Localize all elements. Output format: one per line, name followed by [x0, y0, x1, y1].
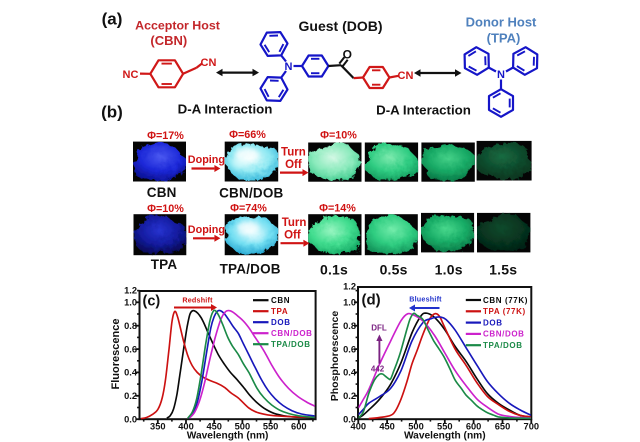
svg-text:(TPA): (TPA) — [487, 31, 521, 46]
svg-text:1.2: 1.2 — [343, 282, 356, 292]
svg-text:350: 350 — [150, 421, 166, 431]
svg-text:0.8: 0.8 — [343, 321, 356, 331]
svg-text:0.2: 0.2 — [124, 391, 137, 401]
svg-text:Blueshift: Blueshift — [409, 295, 442, 304]
svg-text:Guest (DOB): Guest (DOB) — [299, 18, 383, 34]
svg-text:(d): (d) — [362, 292, 381, 309]
svg-text:0.0: 0.0 — [343, 415, 356, 425]
svg-text:Off: Off — [285, 159, 302, 171]
svg-text:Phosphorescence: Phosphorescence — [329, 311, 341, 402]
svg-text:Acceptor Host: Acceptor Host — [135, 19, 220, 33]
svg-text:1.0: 1.0 — [343, 298, 356, 308]
svg-text:550: 550 — [437, 421, 453, 431]
svg-text:TPA (77K): TPA (77K) — [483, 307, 526, 316]
svg-text:(c): (c) — [143, 294, 161, 310]
svg-text:450: 450 — [206, 421, 222, 431]
svg-text:450: 450 — [379, 421, 395, 431]
svg-text:Wavelength (nm): Wavelength (nm) — [404, 431, 486, 442]
svg-text:Turn: Turn — [281, 146, 306, 158]
svg-text:(b): (b) — [101, 103, 123, 122]
svg-text:CBN/DOB: CBN/DOB — [219, 186, 283, 201]
svg-text:Φ=14%: Φ=14% — [319, 203, 356, 215]
svg-text:0.6: 0.6 — [124, 344, 137, 354]
svg-text:650: 650 — [495, 421, 511, 431]
svg-text:Redshift: Redshift — [182, 296, 213, 305]
svg-text:D-A Interaction: D-A Interaction — [376, 103, 471, 118]
svg-text:TPA/DOB: TPA/DOB — [220, 262, 281, 277]
svg-text:0.6: 0.6 — [343, 344, 356, 354]
svg-text:CBN: CBN — [147, 185, 177, 200]
svg-text:TPA/DOB: TPA/DOB — [483, 341, 523, 350]
svg-text:0.1s: 0.1s — [320, 261, 348, 277]
svg-text:Turn: Turn — [282, 217, 307, 229]
svg-text:CBN (77K): CBN (77K) — [483, 296, 528, 305]
svg-text:Fluorescence: Fluorescence — [110, 319, 122, 390]
svg-text:0.4: 0.4 — [124, 368, 138, 378]
svg-text:1.5s: 1.5s — [489, 261, 517, 277]
svg-text:CBN: CBN — [271, 296, 290, 305]
svg-text:N: N — [497, 69, 505, 81]
svg-text:Off: Off — [284, 230, 301, 242]
svg-text:0.0: 0.0 — [124, 415, 137, 425]
svg-text:1.2: 1.2 — [124, 286, 137, 296]
svg-text:500: 500 — [235, 421, 251, 431]
svg-text:D-A Interaction: D-A Interaction — [178, 102, 273, 117]
svg-text:Doping: Doping — [188, 154, 225, 166]
svg-text:0.2: 0.2 — [343, 391, 356, 401]
svg-text:0.5s: 0.5s — [380, 261, 408, 277]
svg-text:550: 550 — [263, 421, 279, 431]
svg-text:400: 400 — [178, 421, 194, 431]
svg-text:Φ=10%: Φ=10% — [147, 203, 184, 215]
svg-text:Donor Host: Donor Host — [466, 15, 537, 30]
svg-text:Φ=66%: Φ=66% — [229, 129, 266, 141]
svg-text:TPA: TPA — [271, 307, 288, 316]
svg-text:CN: CN — [398, 70, 414, 82]
svg-text:700: 700 — [524, 421, 540, 431]
svg-text:(CBN): (CBN) — [150, 33, 187, 48]
svg-text:DFL: DFL — [371, 324, 387, 333]
svg-text:600: 600 — [466, 421, 482, 431]
svg-text:O: O — [343, 47, 352, 61]
svg-text:DOB: DOB — [271, 318, 291, 327]
svg-text:Wavelength (nm): Wavelength (nm) — [187, 431, 269, 442]
svg-text:TPA: TPA — [151, 257, 178, 272]
svg-text:500: 500 — [408, 421, 424, 431]
svg-text:N: N — [285, 61, 293, 73]
svg-text:Φ=74%: Φ=74% — [230, 203, 267, 215]
svg-text:TPA/DOB: TPA/DOB — [271, 340, 311, 349]
svg-text:DOB: DOB — [483, 318, 503, 327]
svg-text:600: 600 — [291, 421, 307, 431]
svg-text:Φ=17%: Φ=17% — [147, 130, 184, 142]
svg-text:1.0: 1.0 — [124, 298, 137, 308]
svg-text:Doping: Doping — [188, 224, 225, 236]
svg-text:0.8: 0.8 — [124, 321, 137, 331]
svg-text:NC: NC — [123, 69, 139, 81]
svg-text:CN: CN — [201, 57, 217, 69]
svg-text:Φ=10%: Φ=10% — [320, 130, 357, 142]
svg-text:CBN/DOB: CBN/DOB — [271, 329, 313, 338]
svg-text:0.4: 0.4 — [343, 368, 357, 378]
svg-text:400: 400 — [351, 421, 367, 431]
svg-text:442: 442 — [371, 365, 385, 374]
svg-text:1.0s: 1.0s — [435, 261, 463, 277]
svg-text:(a): (a) — [102, 10, 123, 29]
svg-text:CBN/DOB: CBN/DOB — [483, 330, 525, 339]
